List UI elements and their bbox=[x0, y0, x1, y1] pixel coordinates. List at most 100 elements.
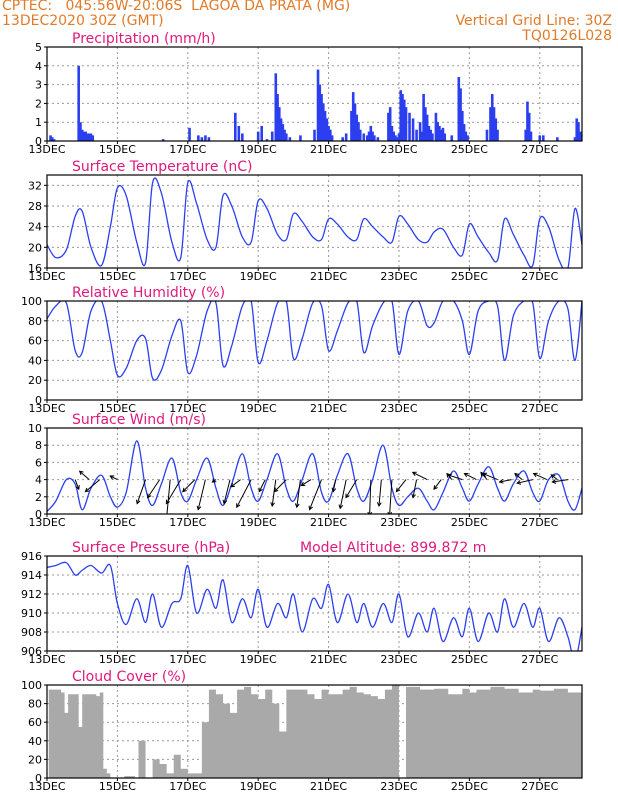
precip-bar bbox=[462, 124, 466, 141]
y-tick-label: 20 bbox=[28, 753, 42, 766]
wind-arrow bbox=[109, 475, 118, 481]
run-date-header: 13DEC2020 30Z (GMT) bbox=[2, 13, 164, 29]
panel-frame bbox=[46, 555, 583, 652]
x-tick-label: 17DEC bbox=[169, 780, 206, 793]
precip-bar bbox=[358, 129, 362, 141]
wind-arrow-head bbox=[147, 493, 152, 499]
precip-bar bbox=[91, 135, 95, 141]
wind-arrow bbox=[463, 472, 477, 481]
precip-bar bbox=[79, 122, 82, 141]
wind-arrow-head bbox=[482, 472, 488, 478]
x-tick-label: 19DEC bbox=[240, 402, 277, 415]
y-tick-label: 6 bbox=[35, 456, 42, 469]
series-group bbox=[47, 561, 582, 651]
precip-bar bbox=[234, 112, 237, 141]
wind-arrow bbox=[270, 479, 277, 508]
wind-arrow-head bbox=[258, 487, 263, 493]
wind-arrow-head bbox=[395, 487, 401, 493]
series-group bbox=[47, 440, 582, 514]
y-tick-label: 910 bbox=[21, 607, 42, 620]
x-tick-label: 27DEC bbox=[521, 270, 558, 283]
x-tick-label: 23DEC bbox=[380, 653, 417, 666]
precip-bar bbox=[200, 137, 204, 141]
precip-bar bbox=[316, 69, 320, 141]
precip-bar bbox=[204, 135, 207, 141]
precip-bar bbox=[489, 107, 492, 141]
wind-arrow-head bbox=[446, 473, 452, 479]
series-group bbox=[47, 685, 582, 778]
wind-arrow-shaft bbox=[109, 475, 118, 481]
y-tick-label: 20 bbox=[28, 241, 42, 254]
precip-bar bbox=[411, 118, 415, 141]
precip-bar bbox=[538, 135, 542, 141]
precip-bar bbox=[321, 103, 325, 141]
wind-arrow-head bbox=[75, 485, 80, 491]
wind-arrow-head bbox=[222, 499, 228, 505]
precip-bar bbox=[425, 114, 429, 141]
wind-arrow-head bbox=[196, 505, 202, 511]
series-line bbox=[47, 440, 582, 512]
wind-arrow-head bbox=[236, 503, 241, 509]
panel-title: Surface Temperature (nC) bbox=[72, 159, 253, 175]
series-line bbox=[47, 561, 582, 651]
precip-bar bbox=[490, 94, 494, 141]
wind-arrow-shaft bbox=[182, 479, 196, 492]
x-tick-label: 27DEC bbox=[521, 653, 558, 666]
wind-arrow bbox=[331, 479, 337, 493]
precip-bar bbox=[320, 94, 323, 141]
y-tick-label: 3 bbox=[35, 79, 42, 92]
x-tick-label: 21DEC bbox=[310, 270, 347, 283]
precip-bar bbox=[387, 112, 390, 141]
y-tick-label: 10 bbox=[28, 422, 42, 435]
precip-bar bbox=[541, 135, 545, 141]
precip-bar bbox=[350, 110, 353, 141]
precip-bar bbox=[362, 133, 366, 141]
wind-arrow-shaft bbox=[136, 479, 147, 504]
panel-4: 0 2 4 6 8 10 13DEC 15DEC 17DEC 19DEC 21DEC 23DEC 25D… bbox=[28, 412, 583, 529]
wind-arrow bbox=[514, 472, 523, 480]
x-tick-label: 19DEC bbox=[240, 516, 277, 529]
wind-arrow bbox=[182, 479, 196, 493]
precip-bar bbox=[466, 135, 469, 141]
x-tick-label: 17DEC bbox=[169, 143, 206, 156]
wind-arrow bbox=[446, 473, 463, 481]
x-tick-label: 15DEC bbox=[99, 653, 136, 666]
precip-bar bbox=[299, 135, 302, 141]
wind-arrow bbox=[550, 474, 558, 480]
wind-arrow-shaft bbox=[464, 473, 477, 481]
precip-bar bbox=[207, 137, 211, 141]
series-group bbox=[47, 301, 582, 381]
precip-bar bbox=[351, 92, 355, 141]
precip-bar bbox=[318, 84, 322, 141]
precip-bar bbox=[422, 94, 425, 141]
precip-bar bbox=[341, 137, 344, 141]
y-tick-label: 40 bbox=[28, 735, 42, 748]
precip-bar bbox=[450, 135, 454, 141]
wind-arrow-shaft bbox=[74, 479, 80, 490]
precip-bar bbox=[492, 107, 496, 141]
y-tick-label: 0 bbox=[35, 394, 42, 407]
precip-bar bbox=[274, 73, 278, 141]
wind-arrow-shaft bbox=[412, 479, 418, 498]
station-header: CPTEC: 045:56W-20:06S LAGOA DA PRATA (MG… bbox=[2, 0, 351, 14]
wind-arrow bbox=[196, 479, 206, 511]
wind-arrow-head bbox=[230, 482, 236, 488]
x-tick-label: 27DEC bbox=[521, 143, 558, 156]
x-tick-label: 21DEC bbox=[310, 780, 347, 793]
panel-title: Surface Pressure (hPa) bbox=[72, 540, 230, 556]
y-tick-label: 20 bbox=[28, 374, 42, 387]
wind-arrow bbox=[532, 472, 548, 481]
y-tick-label: 908 bbox=[21, 626, 42, 639]
x-tick-label: 23DEC bbox=[380, 143, 417, 156]
panel-2: 16 20 24 28 32 13DEC 15DEC 17DEC 19DEC 21DEC 23DEC… bbox=[28, 159, 583, 283]
wind-arrow-shaft bbox=[165, 479, 182, 504]
wind-arrow bbox=[411, 479, 418, 499]
panel-1: 0 1 2 3 4 5 13DEC 15DEC 17DEC 19DEC 21DEC 23DEC 25DE… bbox=[28, 31, 583, 156]
x-tick-label: 25DEC bbox=[451, 516, 488, 529]
precip-bar bbox=[256, 131, 260, 141]
y-tick-label: 906 bbox=[21, 645, 42, 658]
x-tick-label: 21DEC bbox=[310, 653, 347, 666]
wind-arrow-head bbox=[516, 480, 522, 485]
x-tick-label: 25DEC bbox=[451, 143, 488, 156]
y-tick-label: 24 bbox=[28, 221, 42, 234]
